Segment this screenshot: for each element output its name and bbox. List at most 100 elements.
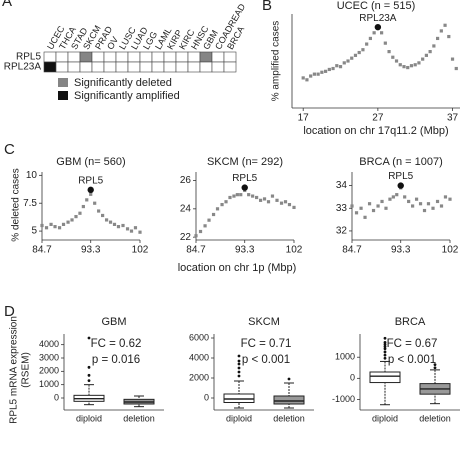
chart-title: BRCA bbox=[395, 316, 426, 328]
panel-label: C bbox=[4, 141, 15, 158]
outlier bbox=[433, 366, 437, 370]
outlier bbox=[383, 336, 387, 340]
data-point bbox=[125, 227, 130, 231]
data-point bbox=[368, 36, 372, 41]
box bbox=[369, 371, 401, 384]
panel-label: D bbox=[4, 303, 15, 320]
data-point bbox=[228, 195, 232, 200]
x-tick-label: 37 bbox=[447, 113, 459, 124]
data-point bbox=[361, 48, 365, 52]
data-point bbox=[89, 192, 93, 196]
data-point bbox=[424, 53, 428, 57]
outlier bbox=[383, 347, 387, 351]
data-point bbox=[121, 223, 125, 228]
annotation: p < 0.001 bbox=[388, 354, 436, 366]
highlight-label: RPL23A bbox=[359, 13, 397, 24]
data-point bbox=[418, 202, 423, 206]
data-point bbox=[414, 197, 419, 201]
y-tick-label: 7.5 bbox=[23, 198, 37, 209]
data-point bbox=[443, 23, 447, 27]
chart-title: GBM (n= 560) bbox=[56, 156, 125, 168]
heat-cell bbox=[151, 51, 165, 63]
x-tick-label: diploid bbox=[76, 413, 102, 423]
y-tick-label: 33 bbox=[336, 203, 348, 214]
heat-cell bbox=[163, 51, 177, 63]
data-point bbox=[431, 206, 435, 210]
data-point bbox=[372, 31, 376, 35]
highlight-label: RPL5 bbox=[232, 173, 257, 184]
outlier bbox=[237, 370, 241, 374]
data-point bbox=[335, 64, 339, 68]
data-point bbox=[275, 198, 279, 202]
outlier bbox=[383, 343, 387, 346]
data-point bbox=[406, 65, 410, 70]
data-point bbox=[81, 204, 85, 209]
data-point bbox=[133, 226, 138, 230]
panel-label: B bbox=[262, 0, 272, 14]
y-axis-label: % amplified cases bbox=[271, 21, 282, 102]
data-point bbox=[85, 198, 89, 202]
data-point bbox=[391, 195, 395, 199]
data-point bbox=[428, 50, 432, 54]
x-axis-label: location on chr 1p (Mbp) bbox=[178, 262, 297, 274]
data-point bbox=[367, 202, 372, 206]
heat-cell bbox=[43, 51, 57, 63]
legend-swatch bbox=[58, 91, 68, 100]
annotation: p < 0.001 bbox=[242, 354, 290, 366]
heat-cell bbox=[79, 51, 93, 63]
chart-title: UCEC (n = 515) bbox=[337, 0, 416, 12]
y-tick-label: 1000 bbox=[335, 352, 355, 362]
data-point bbox=[61, 222, 66, 226]
data-point bbox=[331, 66, 335, 71]
data-point bbox=[324, 69, 328, 73]
data-point bbox=[104, 218, 109, 222]
heat-cell bbox=[151, 61, 165, 73]
heat-cell bbox=[91, 61, 105, 73]
data-point bbox=[350, 204, 354, 208]
data-point bbox=[365, 42, 369, 46]
heat-cell bbox=[139, 51, 153, 63]
heat-cell bbox=[79, 61, 93, 73]
outlier bbox=[383, 345, 387, 349]
data-point bbox=[129, 229, 134, 233]
data-point bbox=[450, 57, 455, 61]
data-point bbox=[421, 57, 425, 61]
data-point bbox=[409, 64, 414, 68]
data-point bbox=[207, 218, 211, 222]
data-point bbox=[93, 201, 97, 205]
outlier bbox=[237, 354, 241, 358]
outlier bbox=[383, 341, 387, 344]
outlier bbox=[237, 359, 241, 363]
data-point bbox=[316, 72, 320, 76]
data-point bbox=[74, 214, 78, 219]
data-point bbox=[198, 229, 203, 234]
heat-cell bbox=[115, 61, 129, 73]
data-point bbox=[305, 78, 309, 82]
heat-cell bbox=[211, 51, 225, 63]
x-tick-label: 102 bbox=[132, 245, 149, 256]
outlier bbox=[383, 356, 387, 360]
highlight-point bbox=[241, 184, 248, 191]
legend-label: Significantly deleted bbox=[74, 77, 172, 89]
data-point bbox=[342, 61, 346, 65]
data-point bbox=[235, 193, 239, 197]
data-point bbox=[384, 206, 388, 210]
data-point bbox=[435, 199, 440, 204]
data-point bbox=[422, 208, 427, 213]
heat-cell bbox=[127, 61, 141, 73]
data-point bbox=[66, 220, 70, 224]
legend-label: Significantly amplified bbox=[74, 90, 180, 102]
data-point bbox=[395, 193, 399, 197]
data-point bbox=[383, 41, 387, 45]
data-point bbox=[398, 63, 402, 67]
data-point bbox=[44, 226, 49, 230]
x-tick-label: 102 bbox=[442, 245, 459, 256]
x-tick-label: diploid bbox=[226, 413, 252, 423]
box bbox=[273, 395, 305, 405]
data-point bbox=[448, 197, 452, 201]
y-tick-label: 10 bbox=[26, 170, 38, 181]
heat-cell bbox=[103, 51, 117, 63]
heat-cell bbox=[127, 51, 141, 63]
legend-swatch bbox=[58, 78, 68, 87]
